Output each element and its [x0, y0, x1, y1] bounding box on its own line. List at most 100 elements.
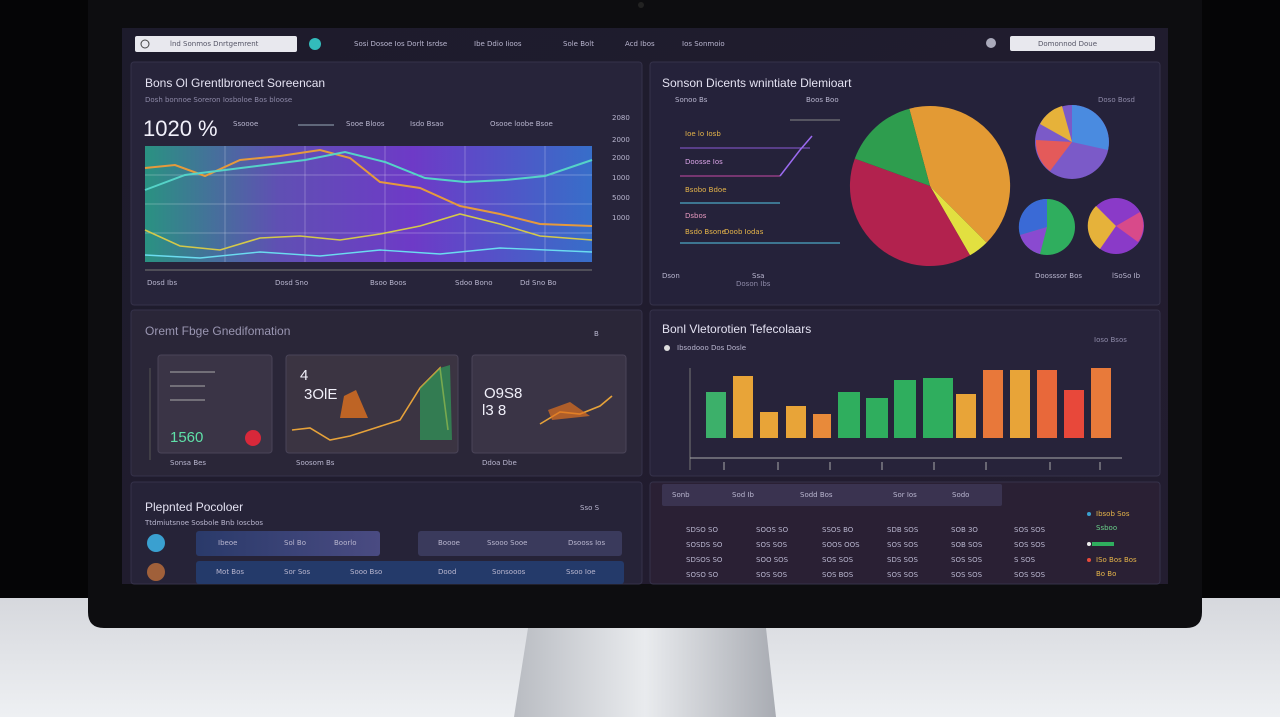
search-placeholder: lnd Sonmos Dnrtgemrent	[170, 40, 259, 48]
top-bar: lnd Sonmos Dnrtgemrent Sosi Dosoe Ios Do…	[135, 36, 1155, 52]
x-label: Dosd Sno	[275, 279, 308, 287]
bar	[838, 392, 860, 438]
logo	[309, 38, 321, 50]
item-list: Ioe lo Iosb Doosse Ios Bsobo Bdoe Dsbos …	[680, 119, 840, 244]
nav-link[interactable]: Sole Bolt	[563, 40, 594, 48]
legend-item: ISo Bos Bos	[1096, 556, 1137, 564]
cell: Boorlo	[334, 539, 356, 547]
small-pie-slice	[1116, 212, 1144, 242]
user-icon[interactable]	[986, 38, 996, 48]
cell: Mot Bos	[216, 568, 244, 576]
nav-link[interactable]: Ios Sonmoio	[682, 40, 725, 48]
list-item: Ioe lo Iosb	[685, 130, 721, 138]
table-cell: SOS SOS	[756, 571, 788, 579]
trend-panel: Bons Ol Grentlbronect Soreencan Dosh bon…	[143, 76, 630, 287]
table-cell: SDS SOS	[887, 556, 918, 564]
table-cell: SOB 3O	[951, 526, 978, 534]
bar	[1091, 368, 1111, 438]
card-value: 4	[300, 367, 308, 384]
x-label: Sdoo Bono	[455, 279, 492, 287]
panel-title: Bonl Vletorotien Tefecolaars	[662, 322, 811, 336]
bars-panel: Bonl Vletorotien Tefecolaars Ibsodooo Do…	[662, 322, 1127, 470]
avatar	[147, 563, 165, 581]
panel-title: Oremt Fbge Gnedifomation	[145, 324, 290, 338]
table-body: SDSO SO SOOS SO SSOS BO SDB SOS SOB 3O SOS SO…	[686, 526, 1046, 579]
trend-spark	[779, 135, 813, 177]
table-cell: SOOS SO	[756, 526, 789, 534]
list-item: Doosse Ios	[685, 158, 723, 166]
bar	[956, 394, 976, 438]
panel-title: Plepnted Pocoloer	[145, 500, 243, 514]
legend-item: Osooe loobe Bsoe	[490, 120, 553, 128]
pie-slice	[849, 158, 970, 267]
header-cell: Sod Ib	[732, 491, 754, 499]
y-label: 5000	[612, 194, 630, 202]
search-placeholder: Domonnod Doue	[1038, 40, 1097, 48]
row-pill[interactable]	[196, 561, 624, 584]
nav-link[interactable]: Acd Ibos	[625, 40, 655, 48]
row-pill[interactable]	[196, 531, 380, 556]
legend-dot	[1087, 512, 1091, 516]
status-dot	[245, 430, 261, 446]
card-value: O9S8	[484, 385, 522, 402]
pie-slice	[909, 105, 1011, 243]
card	[471, 354, 627, 454]
grid	[145, 146, 592, 262]
panel-title: Bons Ol Grentlbronect Soreencan	[145, 76, 325, 90]
people-panel: Plepnted Pocoloer Ttdmiutsnoe Sosbole Bn…	[144, 500, 624, 584]
bar	[923, 378, 953, 438]
small-pie-slice	[1040, 106, 1072, 142]
small-pie-slice	[1072, 105, 1109, 150]
series-line	[144, 247, 593, 259]
bar	[866, 398, 888, 438]
search-box[interactable]	[1010, 36, 1155, 51]
series-line	[144, 150, 593, 191]
series-line	[144, 213, 593, 251]
x-label: Dd Sno Bo	[520, 279, 557, 287]
legend-dot	[664, 345, 670, 351]
card-flame	[548, 402, 590, 420]
legend-dot	[1087, 542, 1091, 546]
panel-title: Sonson Dicents wnintiate Dlemioart	[662, 76, 852, 90]
table-cell: SOS SOS	[1014, 541, 1046, 549]
card-label: Soosom Bs	[296, 459, 335, 467]
cell: Sonsooos	[492, 568, 526, 576]
camera	[638, 2, 644, 8]
table-cell: SSOS BO	[822, 526, 854, 534]
table-header	[662, 484, 1002, 506]
small-pie-slice	[1020, 227, 1047, 254]
footer-label: Ssa	[752, 272, 764, 280]
y-label: 1000	[612, 214, 630, 222]
table-cell: S SOS	[1014, 556, 1036, 564]
stand	[514, 628, 776, 717]
cell: Dood	[438, 568, 456, 576]
y-label: 1000	[612, 174, 630, 182]
header-right: Doso Bosd	[1098, 96, 1135, 104]
row-pill[interactable]	[418, 531, 622, 556]
header-cell: Sodd Bos	[800, 491, 833, 499]
legend-bar	[1092, 542, 1114, 546]
nav-link[interactable]: Ibe Ddio Iioos	[474, 40, 522, 48]
table-cell: SDSOS SO	[686, 556, 723, 564]
header-cell: Sor Ios	[893, 491, 917, 499]
card-area	[420, 365, 452, 440]
bar	[1037, 370, 1057, 438]
nav-link[interactable]: Sosi Dosoe Ios Dorlt Isrdse	[354, 40, 447, 48]
y-label: 2080	[612, 114, 630, 122]
list-item: Bsobo Bdoe	[685, 186, 727, 194]
tag: Sso S	[580, 504, 600, 512]
list-item: Bsdo Bsone	[685, 228, 726, 236]
ticks	[723, 462, 1101, 470]
card	[157, 354, 273, 454]
cell: Ssooo Sooe	[487, 539, 527, 547]
cards-panel: Oremt Fbge Gnedifomation B 1560 Sonsa Be…	[145, 324, 627, 467]
search-box[interactable]	[135, 36, 297, 52]
small-pie-slice	[1018, 198, 1047, 235]
avatar	[147, 534, 165, 552]
legend-item: Isdo Bsao	[410, 120, 444, 128]
table-cell: SOS SOS	[1014, 571, 1046, 579]
bar	[1010, 370, 1030, 438]
list-item: Doob Iodas	[724, 228, 764, 236]
cell: Sol Bo	[284, 539, 306, 547]
